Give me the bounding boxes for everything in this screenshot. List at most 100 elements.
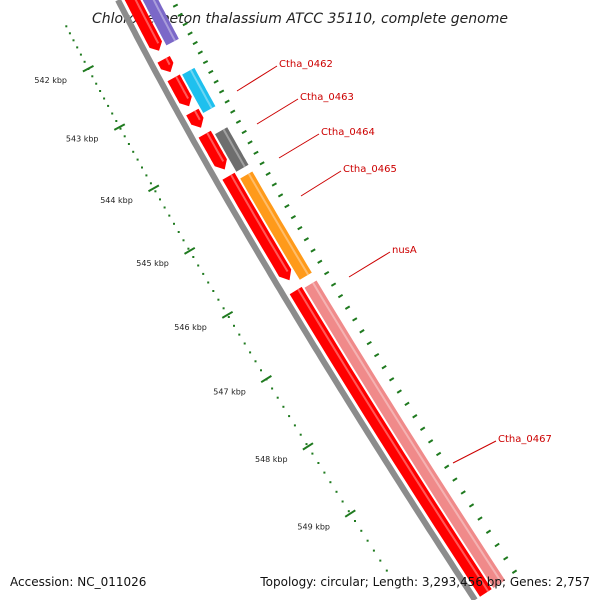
outer-tick — [208, 69, 214, 74]
callout-ctha-0465-label[interactable]: Ctha_0465 — [343, 164, 397, 175]
ruler-dot — [107, 104, 110, 107]
cds-arrow-3[interactable] — [167, 74, 192, 107]
outer-tick — [323, 270, 330, 276]
callout-ctha-0464-label[interactable]: Ctha_0464 — [321, 127, 375, 138]
outer-tick — [468, 503, 475, 508]
outer-tick — [172, 3, 179, 8]
ruler-dot — [366, 539, 369, 542]
callout-ctha-0462-line — [236, 65, 278, 92]
ruler-dot — [197, 264, 200, 267]
ruler-dot — [192, 256, 195, 258]
cds-arrow-2[interactable] — [157, 56, 174, 73]
outer-tick — [477, 516, 483, 521]
ruler-dot — [305, 443, 308, 446]
ruler-dot — [271, 387, 274, 390]
outer-tick — [330, 282, 337, 287]
cds-arrow-6-highlight — [230, 174, 289, 273]
ruler-dot — [202, 272, 205, 275]
gene-arrow-ctha-0467-highlight — [312, 282, 503, 584]
callout-ctha-0467-label[interactable]: Ctha_0467 — [498, 434, 552, 445]
ruler-tick-label: 544 kbp — [100, 196, 133, 205]
cds-arrow-5[interactable] — [198, 130, 227, 170]
ruler-ticks: 542 kbp 543 kbp 544 kbp 545 kbp 546 kbp 547 k… — [34, 65, 356, 531]
ruler-dot — [182, 239, 185, 242]
ruler-dot — [187, 247, 190, 250]
outer-tick — [182, 22, 188, 27]
ruler-tick-label: 549 kbp — [297, 522, 330, 531]
outer-tick — [511, 569, 518, 574]
outer-tick — [373, 352, 380, 358]
outer-tick — [202, 60, 209, 65]
ruler-tick — [113, 123, 126, 131]
gene-callouts: Ctha_0462 Ctha_0463 Ctha_0464 Ctha_0465 nusA… — [236, 59, 552, 464]
outer-tick — [388, 377, 395, 382]
outer-tick — [303, 237, 310, 242]
callout-ctha-0464-line — [278, 133, 320, 159]
ruler-dot — [323, 471, 326, 474]
ruler-tick — [148, 184, 160, 193]
cds-arrow-1-shape — [124, 0, 162, 51]
ruler-dot — [233, 324, 235, 327]
outer-tick — [218, 89, 225, 94]
ruler-tick-label: 543 kbp — [66, 135, 99, 144]
outer-tick — [452, 477, 458, 482]
ruler-tick — [221, 310, 234, 319]
ruler-dot — [385, 569, 388, 572]
ruler-dot — [91, 75, 94, 78]
ruler-dot — [243, 342, 246, 345]
callout-ctha-0462-label[interactable]: Ctha_0462 — [279, 59, 333, 70]
callout-nusa-label[interactable]: nusA — [392, 245, 417, 256]
callout-ctha-0467-line — [452, 440, 497, 464]
ruler-tick-label: 545 kbp — [136, 259, 169, 268]
cds-arrow-2-shape — [157, 56, 174, 73]
ruler-dots — [65, 25, 388, 572]
outer-tick — [494, 542, 500, 548]
ruler-dot — [341, 500, 344, 503]
outer-tick — [230, 109, 236, 114]
ruler-dot — [141, 166, 143, 169]
ruler-dot — [217, 298, 220, 301]
ruler-dot — [159, 198, 161, 201]
outer-tick — [503, 556, 509, 561]
accession-label: Accession: NC_011026 — [10, 575, 146, 589]
ruler-dot — [103, 97, 106, 100]
outer-tick — [271, 182, 277, 187]
gene-arrow-ctha-0467[interactable] — [304, 280, 506, 589]
gene-arrow-ctha-0465[interactable] — [215, 127, 249, 172]
genome-summary: Topology: circular; Length: 3,293,456 bp… — [259, 575, 590, 589]
gene-arrow-0[interactable] — [138, 0, 179, 46]
ruler-tick-label: 548 kbp — [255, 455, 288, 464]
outer-tick — [213, 79, 219, 84]
outer-tick — [460, 490, 466, 495]
cds-arrow-7[interactable] — [289, 286, 492, 597]
ruler-dot — [154, 190, 157, 193]
ruler-dot — [276, 396, 279, 399]
ruler-dot — [83, 60, 86, 63]
outer-tick — [337, 293, 344, 299]
outer-tick — [259, 161, 265, 166]
ruler-dot — [335, 490, 338, 493]
callout-ctha-0463-label[interactable]: Ctha_0463 — [300, 92, 354, 103]
ruler-dot — [227, 316, 230, 318]
outer-tick — [352, 317, 358, 322]
outer-tick — [366, 340, 372, 346]
ruler-tick-label: 547 kbp — [213, 388, 246, 397]
gene-arrow-ctha-0463[interactable] — [182, 67, 216, 113]
cds-arrow-5-highlight — [206, 132, 225, 162]
ruler-dot — [311, 452, 314, 455]
cds-arrow-4[interactable] — [186, 108, 204, 128]
outer-tick — [310, 248, 316, 253]
outer-tick — [177, 12, 183, 17]
cds-arrow-1[interactable] — [123, 0, 162, 51]
ruler-dot — [132, 150, 135, 153]
cds-arrow-4-highlight — [193, 110, 201, 121]
ruler-dot — [111, 112, 114, 115]
outer-tick — [485, 529, 492, 534]
outer-tick — [381, 364, 387, 370]
cds-arrow-6[interactable] — [222, 172, 292, 281]
gene-arrow-nusa[interactable] — [240, 171, 312, 280]
ruler-tick-label: 546 kbp — [174, 323, 207, 332]
ruler-dot — [299, 433, 302, 436]
outer-tick — [435, 451, 442, 457]
